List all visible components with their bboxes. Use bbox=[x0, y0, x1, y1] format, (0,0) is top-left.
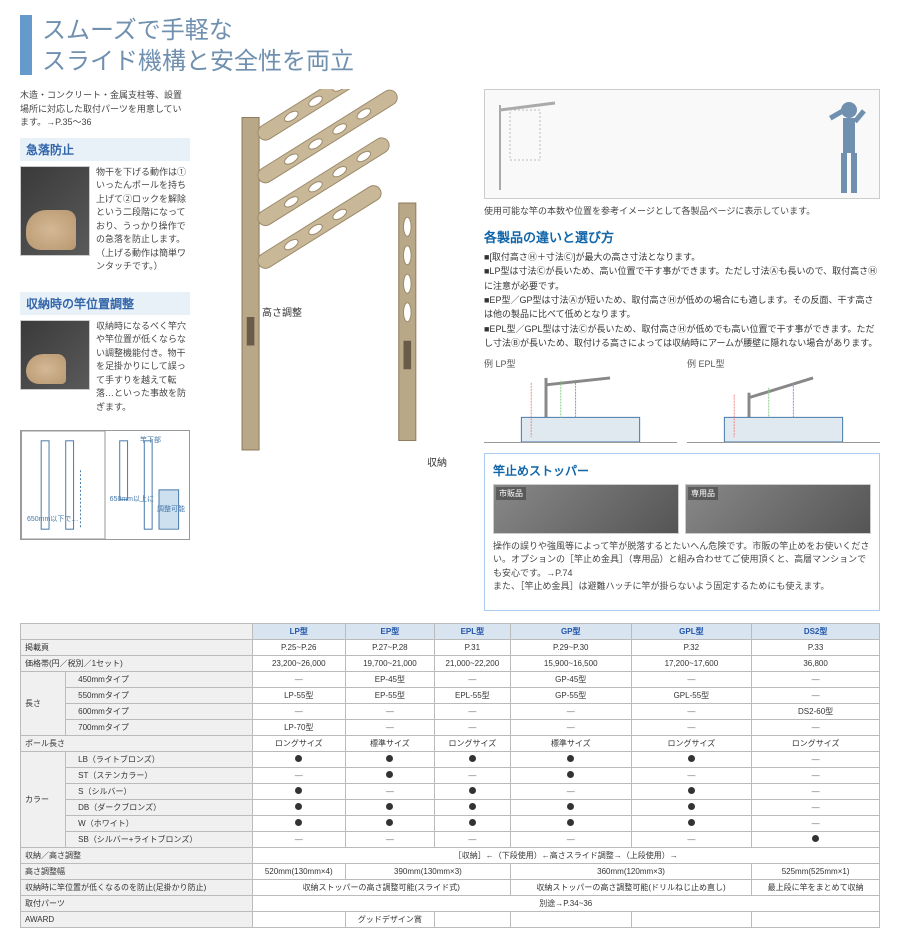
stopper-label-2: 専用品 bbox=[688, 487, 718, 500]
table-row: DB（ダークブロンズ）— bbox=[21, 799, 880, 815]
table-row: 掲載頁P.25~P.26P.27~P.28P.31P.29~P.30P.32P.… bbox=[21, 639, 880, 655]
selection-header: 各製品の違いと選び方 bbox=[484, 227, 880, 246]
sel-b3: ■EP型／GP型は寸法Ⓐが短いため、取付高さⒽが低めの場合にも適します。その反面… bbox=[484, 293, 880, 322]
hand-icon bbox=[26, 354, 66, 384]
fall-prevent-text: 物干を下げる動作は①いったんポールを持ち上げて②ロックを解除という二段階になって… bbox=[96, 166, 190, 274]
col-h5: DS2型 bbox=[752, 623, 880, 639]
title-accent-bar bbox=[20, 15, 32, 75]
storage-label: 収納 bbox=[427, 454, 447, 469]
table-header-row: LP型 EP型 EPL型 GP型 GPL型 DS2型 bbox=[21, 623, 880, 639]
hand-icon bbox=[26, 210, 76, 250]
fall-prevent-header: 急落防止 bbox=[20, 138, 190, 161]
lower-label: 竿下部 bbox=[140, 435, 161, 445]
selection-body: ■[取付高さⒽ＋寸法Ⓒ]が最大の高さ寸法となります。 ■LP型は寸法Ⓒが長いため… bbox=[484, 250, 880, 351]
sel-b4: ■EPL型／GPL型は寸法Ⓒが長いため、取付高さⒽが低めでも高い位置で干す事がで… bbox=[484, 322, 880, 351]
table-row: ST（ステンカラー）———— bbox=[21, 767, 880, 783]
sel-b2: ■LP型は寸法Ⓒが長いため、高い位置で干す事ができます。ただし寸法Ⓐも長いので、… bbox=[484, 264, 880, 293]
stopper-photo-2: 専用品 bbox=[685, 484, 871, 534]
storage-adj-photo bbox=[20, 320, 90, 390]
stopper-label-1: 市販品 bbox=[496, 487, 526, 500]
height-adj-label: 高さ調整 bbox=[262, 304, 302, 319]
intro-note: 木造・コンクリート・金属支柱等、設置場所に対応した取付パーツを用意しています。→… bbox=[20, 89, 190, 130]
table-row: 600mmタイプ—————DS2-60型 bbox=[21, 703, 880, 719]
adj-label: 調整可能 bbox=[157, 504, 185, 514]
table-row: 収納／高さ調整［収納］←（下段使用）←高さスライド調整→（上段使用）→ bbox=[21, 847, 880, 863]
page-title: スムーズで手軽な スライド機構と安全性を両立 bbox=[20, 15, 880, 77]
table-row: S（シルバー）——— bbox=[21, 783, 880, 799]
ex1-label: 例 LP型 bbox=[484, 357, 677, 370]
fall-prevent-photo bbox=[20, 166, 90, 256]
table-row: 高さ調整幅520mm(130mm×4)390mm(130mm×3)360mm(1… bbox=[21, 863, 880, 879]
table-row: 550mmタイプLP-55型EP-55型EPL-55型GP-55型GPL-55型… bbox=[21, 687, 880, 703]
table-row: 価格帯(円／税別／1セット)23,200~26,00019,700~21,000… bbox=[21, 655, 880, 671]
table-row: ポール長さロングサイズ標準サイズロングサイズ標準サイズロングサイズロングサイズ bbox=[21, 735, 880, 751]
sel-b1: ■[取付高さⒽ＋寸法Ⓒ]が最大の高さ寸法となります。 bbox=[484, 250, 880, 264]
col-h2: EPL型 bbox=[434, 623, 510, 639]
dim-label-2: 650mm以上に bbox=[110, 494, 154, 504]
usage-note: 使用可能な竿の本数や位置を参考イメージとして各製品ページに表示しています。 bbox=[484, 205, 880, 219]
table-row: 取付パーツ別途→P.34~36 bbox=[21, 895, 880, 911]
col-h4: GPL型 bbox=[631, 623, 752, 639]
ex2-label: 例 EPL型 bbox=[687, 357, 880, 370]
table-row: 長さ450mmタイプ—EP-45型—GP-45型—— bbox=[21, 671, 880, 687]
storage-adj-text: 収納時になるべく竿穴や竿位置が低くならない調整機能付き。物干を足掛かりにして誤っ… bbox=[96, 320, 190, 415]
table-row: カラーLB（ライトブロンズ）— bbox=[21, 751, 880, 767]
col-h3: GP型 bbox=[510, 623, 631, 639]
table-row: SB（シルバー+ライトブロンズ）————— bbox=[21, 831, 880, 847]
stopper-text: 操作の誤りや強風等によって竿が脱落するとたいへん危険です。市販の竿止めをお使いく… bbox=[493, 540, 871, 594]
col-h0: LP型 bbox=[252, 623, 345, 639]
spec-table: LP型 EP型 EPL型 GP型 GPL型 DS2型 掲載頁P.25~P.26P… bbox=[20, 623, 880, 928]
table-row: 収納時に竿位置が低くなるのを防止(足掛かり防止)収納ストッパーの高さ調整可能(ス… bbox=[21, 879, 880, 895]
usage-image bbox=[484, 89, 880, 199]
stopper-photo-1: 市販品 bbox=[493, 484, 679, 534]
stopper-header: 竿止めストッパー bbox=[493, 462, 871, 479]
stopper-section: 竿止めストッパー 市販品 専用品 操作の誤りや強風等によって竿が脱落するとたいへ… bbox=[484, 453, 880, 611]
dim-label-1: 650mm以下で… bbox=[27, 514, 78, 524]
table-row: W（ホワイト）— bbox=[21, 815, 880, 831]
storage-diagram: 650mm以下で… 650mm以上に 調整可能 竿下部 bbox=[20, 430, 190, 540]
storage-adj-header: 収納時の竿位置調整 bbox=[20, 292, 190, 315]
title-line1: スムーズで手軽な bbox=[42, 15, 354, 46]
example-diagrams: 例 LP型 例 EPL型 bbox=[484, 357, 880, 443]
table-row: 700mmタイプLP-70型————— bbox=[21, 719, 880, 735]
product-illustration: 高さ調整 収納 bbox=[202, 89, 472, 610]
right-column: 使用可能な竿の本数や位置を参考イメージとして各製品ページに表示しています。 各製… bbox=[484, 89, 880, 610]
col-h1: EP型 bbox=[345, 623, 434, 639]
left-column: 木造・コンクリート・金属支柱等、設置場所に対応した取付パーツを用意しています。→… bbox=[20, 89, 190, 610]
table-row: AWARDグッドデザイン賞 bbox=[21, 911, 880, 927]
title-line2: スライド機構と安全性を両立 bbox=[42, 46, 354, 77]
